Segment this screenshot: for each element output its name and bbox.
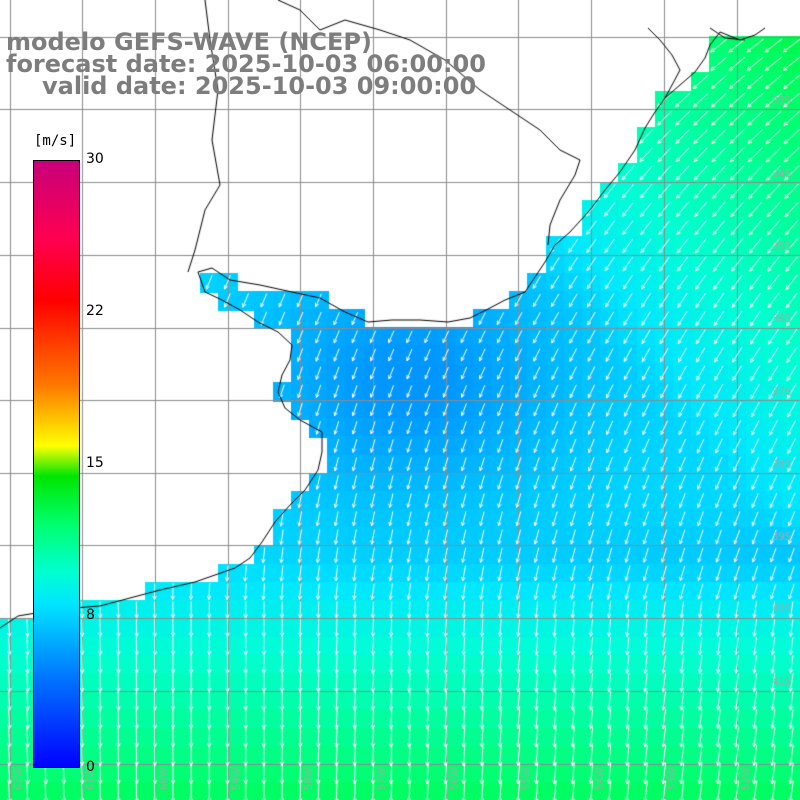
forecast-date-title: forecast date: 2025-10-03 06:00:00 bbox=[6, 50, 486, 78]
colorbar-tick-30: 30 bbox=[86, 151, 104, 167]
colorbar-tick-8: 8 bbox=[86, 607, 95, 623]
valid-date-title: valid date: 2025-10-03 09:00:00 bbox=[42, 72, 477, 100]
colorbar-unit-label: [m/s] bbox=[34, 133, 77, 149]
colorbar-tick-0: 0 bbox=[86, 759, 95, 775]
colorbar bbox=[33, 160, 80, 768]
colorbar-tick-15: 15 bbox=[86, 455, 104, 471]
model-title: modelo GEFS-WAVE (NCEP) bbox=[6, 28, 372, 56]
colorbar-tick-22: 22 bbox=[86, 303, 104, 319]
